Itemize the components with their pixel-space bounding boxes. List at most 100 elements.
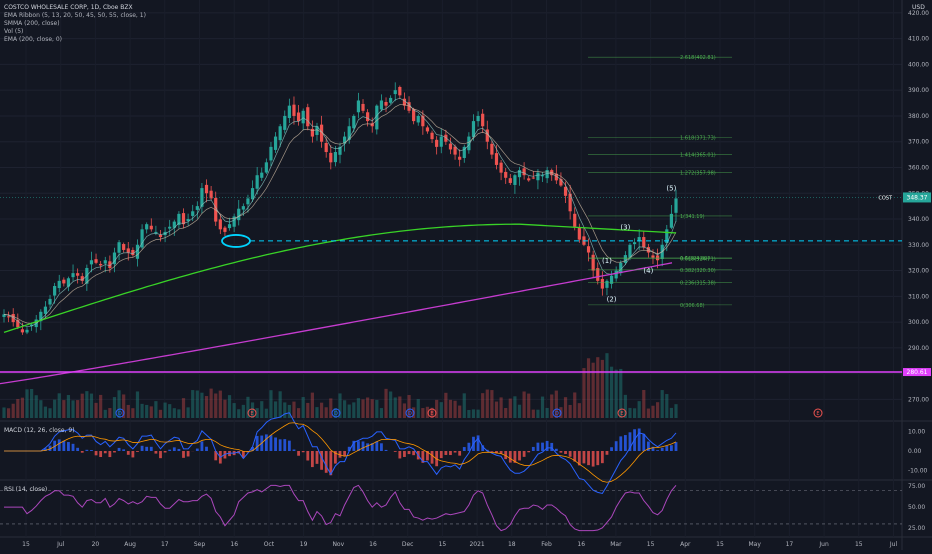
candle-body bbox=[417, 116, 420, 123]
volume-bar bbox=[444, 393, 447, 418]
volume-bar bbox=[463, 393, 466, 418]
macd-histogram-bar bbox=[546, 441, 549, 451]
candle-body bbox=[559, 179, 562, 185]
macd-histogram-bar bbox=[596, 451, 599, 465]
time-tick-label: Mar bbox=[610, 541, 622, 548]
volume-bar bbox=[104, 410, 107, 418]
time-tick-label: Sep bbox=[194, 541, 206, 548]
volume-bar bbox=[44, 407, 47, 418]
candle-body bbox=[573, 214, 576, 227]
macd-histogram-bar bbox=[606, 451, 609, 455]
volume-bar bbox=[440, 402, 443, 418]
fib-level-label: 1.414(365.01) bbox=[680, 153, 716, 159]
macd-histogram-bar bbox=[99, 451, 102, 457]
candle-body bbox=[509, 178, 512, 183]
time-tick-label: 2021 bbox=[469, 541, 484, 548]
volume-bar bbox=[108, 408, 111, 418]
candle-body bbox=[246, 198, 249, 204]
legend-ema200[interactable]: EMA (200, close, 0) bbox=[4, 36, 62, 44]
volume-bar bbox=[242, 405, 245, 418]
volume-bar bbox=[495, 402, 498, 418]
macd-histogram-bar bbox=[293, 450, 296, 451]
macd-histogram-bar bbox=[394, 451, 397, 452]
macd-histogram-bar bbox=[366, 443, 369, 451]
candle-body bbox=[504, 172, 507, 178]
event-marker-label: D bbox=[408, 411, 412, 417]
volume-bar bbox=[214, 393, 217, 418]
volume-bar bbox=[633, 408, 636, 418]
macd-histogram-bar bbox=[113, 451, 116, 452]
macd-histogram-bar bbox=[182, 451, 185, 458]
legend-volume[interactable]: Vol (5) bbox=[4, 28, 23, 36]
time-tick-label: Aug bbox=[124, 541, 136, 548]
macd-histogram-bar bbox=[583, 451, 586, 463]
event-marker-label: E bbox=[250, 411, 253, 417]
macd-histogram-bar bbox=[560, 451, 563, 453]
volume-bar bbox=[283, 402, 286, 418]
candle-body bbox=[25, 330, 28, 333]
volume-bar bbox=[233, 403, 236, 418]
candle-body bbox=[44, 307, 47, 314]
candle-body bbox=[122, 244, 125, 250]
volume-bar bbox=[187, 407, 190, 418]
volume-bar bbox=[85, 391, 88, 418]
volume-bar bbox=[605, 353, 608, 418]
volume-bar bbox=[546, 408, 549, 418]
time-tick-label: 16 bbox=[230, 541, 238, 548]
candle-body bbox=[361, 104, 364, 111]
volume-bar bbox=[569, 405, 572, 418]
macd-histogram-bar bbox=[675, 442, 678, 451]
fib-level-label: 0.236(315.38) bbox=[680, 280, 716, 286]
macd-histogram-bar bbox=[490, 451, 493, 452]
candle-body bbox=[357, 100, 360, 112]
macd-histogram-bar bbox=[178, 449, 181, 451]
volume-bar bbox=[421, 408, 424, 418]
legend-ema-ribbon[interactable]: EMA Ribbon (5, 13, 20, 50, 45, 50, 55, c… bbox=[4, 12, 146, 20]
macd-histogram-bar bbox=[187, 451, 190, 456]
volume-bar bbox=[578, 403, 581, 418]
time-tick-label: 18 bbox=[508, 541, 516, 548]
volume-bar bbox=[58, 393, 61, 418]
candle-body bbox=[476, 116, 479, 121]
volume-bar bbox=[131, 408, 134, 418]
candle-body bbox=[292, 105, 295, 116]
candle-body bbox=[76, 273, 79, 276]
time-tick-label: 17 bbox=[161, 541, 169, 548]
candle-body bbox=[168, 227, 171, 229]
volume-bar bbox=[380, 408, 383, 418]
volume-bar bbox=[656, 402, 659, 418]
macd-histogram-bar bbox=[592, 451, 595, 467]
macd-histogram-bar bbox=[145, 447, 148, 451]
volume-bar bbox=[25, 389, 28, 418]
volume-bar bbox=[472, 409, 475, 418]
volume-bar bbox=[670, 408, 673, 418]
macd-histogram-bar bbox=[270, 435, 273, 451]
macd-histogram-bar bbox=[362, 441, 365, 451]
volume-bar bbox=[481, 393, 484, 418]
macd-histogram-bar bbox=[619, 436, 622, 451]
macd-histogram-bar bbox=[283, 439, 286, 451]
macd-histogram-bar bbox=[164, 451, 167, 452]
wave-label: (5) bbox=[666, 185, 676, 193]
candle-body bbox=[283, 116, 286, 130]
macd-histogram-bar bbox=[463, 447, 466, 451]
price-tag-label: 280.61 bbox=[907, 369, 928, 376]
macd-histogram-bar bbox=[196, 449, 199, 451]
price-tick-label: 380.00 bbox=[908, 113, 929, 120]
candle-body bbox=[279, 126, 282, 140]
candle-body bbox=[256, 175, 259, 189]
candle-body bbox=[53, 286, 56, 296]
candle-body bbox=[90, 260, 93, 264]
price-tick-label: 340.00 bbox=[908, 216, 929, 223]
candle-body bbox=[223, 228, 226, 232]
volume-bar bbox=[384, 389, 387, 418]
volume-bar bbox=[99, 395, 102, 418]
price-tick-label: 370.00 bbox=[908, 139, 929, 146]
candle-body bbox=[633, 242, 636, 244]
price-tick-label: 410.00 bbox=[908, 36, 929, 43]
legend-smma[interactable]: SMMA (200, close) bbox=[4, 20, 60, 28]
macd-histogram-bar bbox=[408, 451, 411, 454]
volume-bar bbox=[532, 410, 535, 418]
